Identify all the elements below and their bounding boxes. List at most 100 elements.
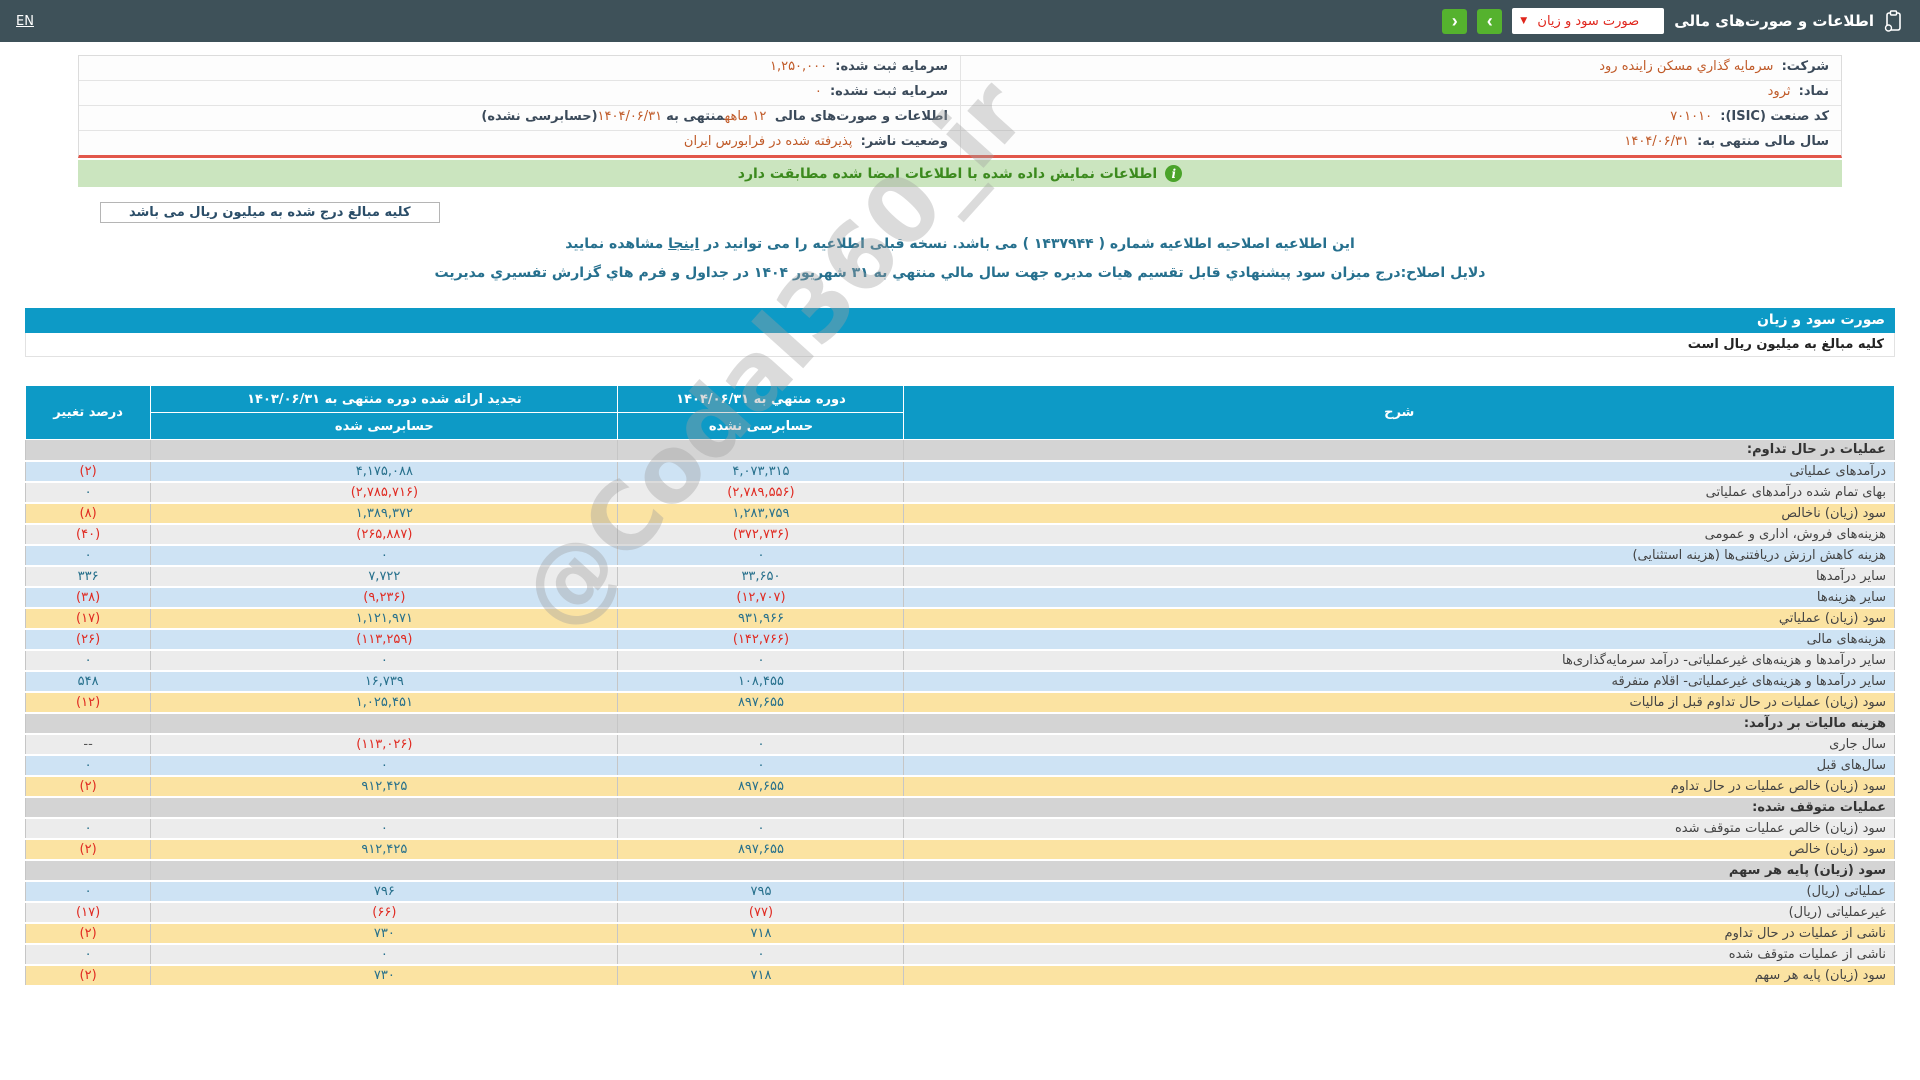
header-current-period: دوره منتهي به ۱۴۰۴/۰۶/۳۱ [617,385,905,413]
info-row-symbol: نماد: ثرود سرمایه ثبت نشده: ۰ [79,81,1841,106]
isic-code-cell: کد صنعت (ISIC): ۷۰۱۰۱۰ [960,106,1841,130]
cell-current-period: ۰ [617,649,905,672]
company-info-table: شرکت: سرمایه گذاري مسکن زاینده رود سرمای… [78,55,1842,158]
cell-current-period: ۳۳,۶۵۰ [617,565,905,588]
cell-change-percent: (۸) [24,502,152,525]
correction-reason-notice: دلایل اصلاح:درج میزان سود پیشنهادي قابل … [434,265,1486,281]
cell-description: عملیات در حال تداوم: [903,439,1895,462]
chevron-left-icon: ‹ [1451,11,1458,31]
chevron-right-icon: › [1486,11,1493,31]
cell-change-percent: (۴۰) [24,523,152,546]
cell-restated-period [150,439,619,462]
english-language-link[interactable]: EN [16,13,34,29]
report-type-dropdown[interactable]: صورت سود و زیان ▼ [1512,8,1665,34]
section-row: عملیات در حال تداوم: [24,439,1895,462]
cell-restated-period: ۰ [150,649,619,672]
table-row: سود (زیان) عملیاتي ۹۳۱,۹۶۶ ۱,۱۲۱,۹۷۱ (۱۷) [24,607,1895,630]
cell-restated-period: ۷,۷۲۲ [150,565,619,588]
cell-description: سایر درآمدها [903,565,1895,588]
cell-current-period [617,439,905,462]
cell-change-percent [24,439,152,462]
issuer-status-cell: وضعیت ناشر: پذیرفته شده در فرابورس ایران [79,131,960,155]
cell-change-percent: (۱۷) [24,901,152,924]
cell-current-period: ۰ [617,943,905,966]
cell-change-percent: (۲) [24,460,152,483]
cell-description: سود (زیان) پایه هر سهم [903,964,1895,987]
symbol-label: نماد: [1798,84,1829,99]
table-row: درآمدهای عملیاتی ۴,۰۷۳,۳۱۵ ۴,۱۷۵,۰۸۸ (۲) [24,460,1895,483]
cell-current-period: ۸۹۷,۶۵۵ [617,775,905,798]
previous-report-button[interactable]: ‹ [1442,8,1468,34]
amounts-note-box: کلیه مبالغ درج شده به میلیون ریال می باش… [100,202,440,223]
cell-current-period: (۳۷۲,۷۳۶) [617,523,905,546]
cell-restated-period: ۰ [150,817,619,840]
clipboard-icon [1884,10,1904,32]
table-row: عملیاتی (ریال) ۷۹۵ ۷۹۶ ۰ [24,880,1895,903]
section-row: هزینه مالیات بر درآمد: [24,712,1895,735]
cell-change-percent: (۲۶) [24,628,152,651]
chevron-down-icon: ▼ [1520,15,1528,26]
cell-change-percent [24,796,152,819]
statement-period-cell: اطلاعات و صورت‌های مالی ۱۲ ماههمنتهی به۱… [79,106,960,130]
cell-current-period: ۷۹۵ [617,880,905,903]
table-row: ناشی از عملیات در حال تداوم ۷۱۸ ۷۳۰ (۲) [24,922,1895,945]
cell-description: ناشی از عملیات متوقف شده [903,943,1895,966]
revision-notice-tail: مشاهده نمایید [565,236,669,252]
cell-restated-period [150,796,619,819]
cell-restated-period: ۱,۱۲۱,۹۷۱ [150,607,619,630]
isic-value: ۷۰۱۰۱۰ [1670,109,1713,124]
cell-change-percent [24,859,152,882]
cell-restated-period: (۱۱۳,۲۵۹) [150,628,619,651]
cell-restated-period: ۰ [150,754,619,777]
fiscal-year-label: سال مالی منتهی به: [1697,134,1829,149]
cell-change-percent [24,712,152,735]
issuer-status-label: وضعیت ناشر: [860,134,948,149]
cell-description: هزینه مالیات بر درآمد: [903,712,1895,735]
cell-current-period [617,712,905,735]
cell-restated-period: ۹۱۲,۴۲۵ [150,838,619,861]
cell-restated-period [150,859,619,882]
cell-restated-period: ۹۱۲,۴۲۵ [150,775,619,798]
cell-description: سایر درآمدها و هزینه‌های غیرعملیاتی- درآ… [903,649,1895,672]
cell-restated-period: ۱۶,۷۳۹ [150,670,619,693]
fiscal-year-value: ۱۴۰۴/۰۶/۳۱ [1624,134,1689,149]
cell-restated-period: ۷۹۶ [150,880,619,903]
cell-description: غیرعملیاتی (ریال) [903,901,1895,924]
cell-description: سود (زیان) عملیات در حال تداوم قبل از ما… [903,691,1895,714]
cell-description: سود (زیان) عملیاتي [903,607,1895,630]
cell-description: هزینه کاهش ارزش دریافتنی‌ها (هزینه استثن… [903,544,1895,567]
previous-notice-link[interactable]: اینجا [668,236,700,252]
next-report-button[interactable]: › [1477,8,1503,34]
report-type-dropdown-value: صورت سود و زیان [1537,13,1640,29]
cell-description: بهای تمام شده درآمدهای عملیاتی [903,481,1895,504]
cell-restated-period: ۰ [150,544,619,567]
cell-change-percent: (۲) [24,838,152,861]
cell-restated-period: ۴,۱۷۵,۰۸۸ [150,460,619,483]
cell-current-period: (۱۲,۷۰۷) [617,586,905,609]
header-restated-audit-status: حسابرسی شده [150,412,619,440]
cell-description: درآمدهای عملیاتی [903,460,1895,483]
cell-current-period: (۲,۷۸۹,۵۵۶) [617,481,905,504]
cell-current-period: ۴,۰۷۳,۳۱۵ [617,460,905,483]
cell-description: سود (زیان) خالص عملیات متوقف شده [903,817,1895,840]
issuer-status-value: پذیرفته شده در فرابورس ایران [683,134,853,149]
cell-change-percent: ۰ [24,649,152,672]
unregistered-capital-label: سرمایه ثبت نشده: [829,84,948,99]
cell-change-percent: (۲) [24,964,152,987]
table-row: سایر درآمدها ۳۳,۶۵۰ ۷,۷۲۲ ۳۳۶ [24,565,1895,588]
top-bar-right-group: اطلاعات و صورت‌های مالی صورت سود و زیان … [1442,8,1904,34]
cell-restated-period: ۷۳۰ [150,964,619,987]
table-row: سایر هزینه‌ها (۱۲,۷۰۷) (۹,۲۳۶) (۳۸) [24,586,1895,609]
cell-restated-period: ۰ [150,943,619,966]
cell-current-period: ۱,۲۸۳,۷۵۹ [617,502,905,525]
table-row: سال‌های قبل ۰ ۰ ۰ [24,754,1895,777]
cell-change-percent: (۲) [24,775,152,798]
cell-change-percent: ۰ [24,817,152,840]
table-body: عملیات در حال تداوم: درآمدهای عملیاتی ۴,۰۷… [24,439,1895,987]
cell-current-period: ۷۱۸ [617,964,905,987]
table-header-row-1: شرح دوره منتهي به ۱۴۰۴/۰۶/۳۱ تجدید ارائه… [24,385,1895,440]
table-row: سود (زیان) خالص عملیات متوقف شده ۰ ۰ ۰ [24,817,1895,840]
cell-change-percent: ۰ [24,880,152,903]
company-name-value: سرمایه گذاري مسکن زاینده رود [1599,59,1774,74]
